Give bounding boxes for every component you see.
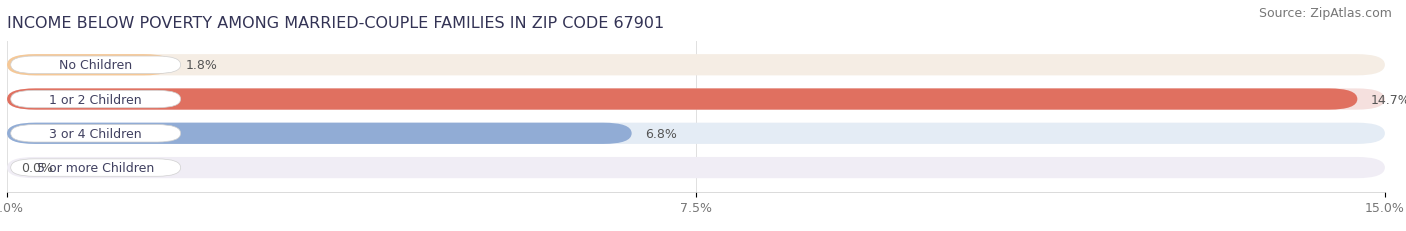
FancyBboxPatch shape: [11, 91, 180, 108]
Text: 5 or more Children: 5 or more Children: [37, 161, 155, 174]
Text: 1.8%: 1.8%: [186, 59, 218, 72]
Text: 6.8%: 6.8%: [645, 127, 678, 140]
Text: Source: ZipAtlas.com: Source: ZipAtlas.com: [1258, 7, 1392, 20]
FancyBboxPatch shape: [7, 157, 1385, 178]
FancyBboxPatch shape: [7, 55, 1385, 76]
FancyBboxPatch shape: [7, 55, 173, 76]
FancyBboxPatch shape: [11, 125, 180, 142]
Text: 0.0%: 0.0%: [21, 161, 53, 174]
Text: 1 or 2 Children: 1 or 2 Children: [49, 93, 142, 106]
Text: 3 or 4 Children: 3 or 4 Children: [49, 127, 142, 140]
Text: No Children: No Children: [59, 59, 132, 72]
Text: INCOME BELOW POVERTY AMONG MARRIED-COUPLE FAMILIES IN ZIP CODE 67901: INCOME BELOW POVERTY AMONG MARRIED-COUPL…: [7, 16, 664, 31]
Text: 14.7%: 14.7%: [1371, 93, 1406, 106]
FancyBboxPatch shape: [11, 159, 180, 176]
FancyBboxPatch shape: [7, 89, 1357, 110]
FancyBboxPatch shape: [7, 123, 1385, 144]
FancyBboxPatch shape: [7, 123, 631, 144]
FancyBboxPatch shape: [11, 57, 180, 74]
FancyBboxPatch shape: [7, 89, 1385, 110]
